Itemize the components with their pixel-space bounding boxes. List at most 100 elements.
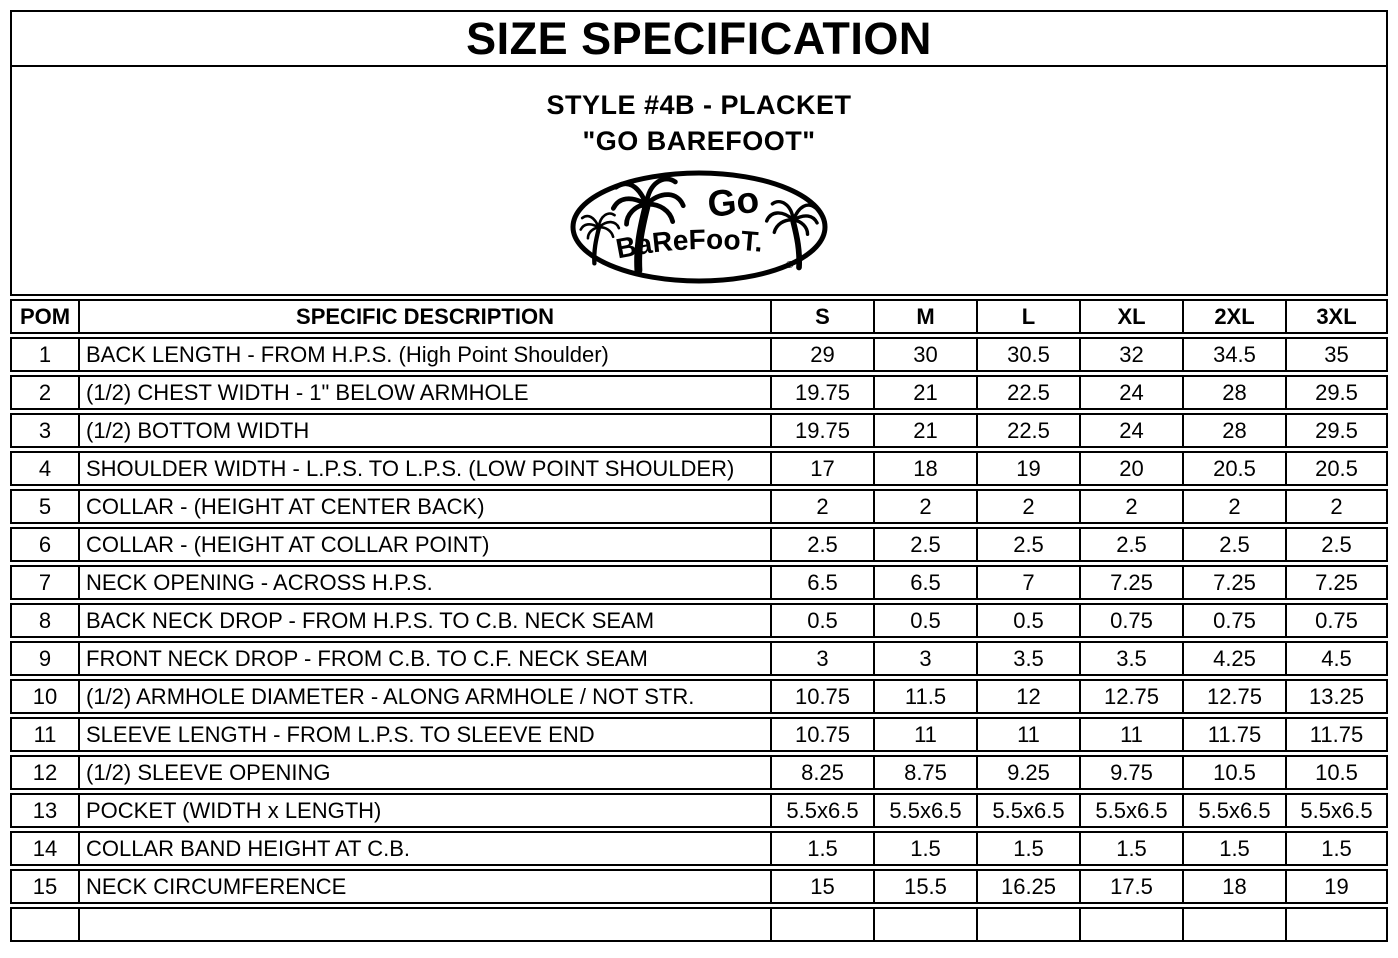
size-value-cell: 2: [1285, 489, 1388, 524]
size-value-cell: 28: [1182, 375, 1285, 410]
size-value-cell: 0.75: [1285, 603, 1388, 638]
size-value-cell: 15: [770, 869, 873, 904]
size-value-cell: 2.5: [873, 527, 976, 562]
table-row: 14 COLLAR BAND HEIGHT AT C.B. 1.5 1.5 1.5 1.5…: [10, 831, 1388, 866]
col-header-size-l: L: [976, 299, 1079, 334]
size-value-cell: 1.5: [873, 831, 976, 866]
size-value-cell: 2.5: [1079, 527, 1182, 562]
size-value-cell: 18: [1182, 869, 1285, 904]
size-value-cell: 1.5: [770, 831, 873, 866]
size-value-cell: 7.25: [1285, 565, 1388, 600]
description-cell: BACK NECK DROP - FROM H.P.S. TO C.B. NEC…: [78, 603, 770, 638]
pom-cell: 5: [10, 489, 78, 524]
size-value-cell: 5.5x6.5: [873, 793, 976, 828]
size-value-cell: 15.5: [873, 869, 976, 904]
size-value-cell: 12.75: [1182, 679, 1285, 714]
size-value-cell: 2.5: [976, 527, 1079, 562]
col-header-size-3xl: 3XL: [1285, 299, 1388, 334]
size-value-cell: 12.75: [1079, 679, 1182, 714]
size-spec-sheet: SIZE SPECIFICATION STYLE #4B - PLACKET "…: [10, 10, 1388, 945]
table-row: 1 BACK LENGTH - FROM H.P.S. (High Point S…: [10, 337, 1388, 372]
size-value-cell: 18: [873, 451, 976, 486]
size-value-cell: 2.5: [1182, 527, 1285, 562]
size-value-cell: 5.5x6.5: [770, 793, 873, 828]
description-cell: SLEEVE LENGTH - FROM L.P.S. TO SLEEVE EN…: [78, 717, 770, 752]
size-value-cell: 10.75: [770, 679, 873, 714]
size-value-cell: [976, 907, 1079, 942]
size-value-cell: [1182, 907, 1285, 942]
description-cell: [78, 907, 770, 942]
table-row: 2 (1/2) CHEST WIDTH - 1" BELOW ARMHOLE 19.…: [10, 375, 1388, 410]
logo-container: Go BaReFooT. ®: [12, 169, 1386, 287]
description-cell: COLLAR BAND HEIGHT AT C.B.: [78, 831, 770, 866]
size-value-cell: 34.5: [1182, 337, 1285, 372]
description-cell: FRONT NECK DROP - FROM C.B. TO C.F. NECK…: [78, 641, 770, 676]
size-value-cell: 2.5: [1285, 527, 1388, 562]
table-row: 12 (1/2) SLEEVE OPENING 8.25 8.75 9.25 9.75 10…: [10, 755, 1388, 790]
size-value-cell: 24: [1079, 413, 1182, 448]
size-value-cell: 3.5: [976, 641, 1079, 676]
table-row: 15 NECK CIRCUMFERENCE 15 15.5 16.25 17.5 18 19: [10, 869, 1388, 904]
size-value-cell: 3.5: [1079, 641, 1182, 676]
size-value-cell: 13.25: [1285, 679, 1388, 714]
page-title: SIZE SPECIFICATION: [466, 12, 932, 64]
size-value-cell: 5.5x6.5: [1079, 793, 1182, 828]
pom-cell: 3: [10, 413, 78, 448]
size-value-cell: 1.5: [976, 831, 1079, 866]
description-cell: (1/2) BOTTOM WIDTH: [78, 413, 770, 448]
description-cell: COLLAR - (HEIGHT AT CENTER BACK): [78, 489, 770, 524]
size-value-cell: 19.75: [770, 375, 873, 410]
table-row: 11 SLEEVE LENGTH - FROM L.P.S. TO SLEEVE …: [10, 717, 1388, 752]
table-body: 1 BACK LENGTH - FROM H.P.S. (High Point S…: [10, 337, 1388, 942]
size-value-cell: [770, 907, 873, 942]
pom-cell: 9: [10, 641, 78, 676]
size-value-cell: 2.5: [770, 527, 873, 562]
pom-cell: 15: [10, 869, 78, 904]
size-value-cell: 22.5: [976, 413, 1079, 448]
size-value-cell: 5.5x6.5: [1285, 793, 1388, 828]
size-value-cell: 10.75: [770, 717, 873, 752]
pom-cell: 8: [10, 603, 78, 638]
table-row: 7 NECK OPENING - ACROSS H.P.S. 6.5 6.5 7 7.25…: [10, 565, 1388, 600]
col-header-size-2xl: 2XL: [1182, 299, 1285, 334]
size-value-cell: 2: [1079, 489, 1182, 524]
size-value-cell: 4.5: [1285, 641, 1388, 676]
size-value-cell: 19: [1285, 869, 1388, 904]
style-number-line: STYLE #4B - PLACKET: [546, 90, 852, 120]
size-value-cell: 9.25: [976, 755, 1079, 790]
size-value-cell: 3: [770, 641, 873, 676]
description-cell: POCKET (WIDTH x LENGTH): [78, 793, 770, 828]
pom-cell: 1: [10, 337, 78, 372]
description-cell: COLLAR - (HEIGHT AT COLLAR POINT): [78, 527, 770, 562]
size-value-cell: 1.5: [1285, 831, 1388, 866]
description-cell: SHOULDER WIDTH - L.P.S. TO L.P.S. (LOW P…: [78, 451, 770, 486]
size-value-cell: 24: [1079, 375, 1182, 410]
title-box: SIZE SPECIFICATION: [10, 10, 1388, 67]
pom-cell: 13: [10, 793, 78, 828]
col-header-size-s: S: [770, 299, 873, 334]
size-value-cell: 6.5: [873, 565, 976, 600]
pom-cell: 4: [10, 451, 78, 486]
size-value-cell: 2: [770, 489, 873, 524]
size-value-cell: 0.75: [1079, 603, 1182, 638]
size-value-cell: 20.5: [1285, 451, 1388, 486]
table-row: 4 SHOULDER WIDTH - L.P.S. TO L.P.S. (LOW …: [10, 451, 1388, 486]
size-value-cell: 2: [873, 489, 976, 524]
table-row: 8 BACK NECK DROP - FROM H.P.S. TO C.B. NE…: [10, 603, 1388, 638]
size-value-cell: 2: [976, 489, 1079, 524]
size-spec-table: POM SPECIFIC DESCRIPTION S M L XL 2XL 3X…: [10, 296, 1388, 945]
size-value-cell: 3: [873, 641, 976, 676]
description-cell: (1/2) CHEST WIDTH - 1" BELOW ARMHOLE: [78, 375, 770, 410]
col-header-pom: POM: [10, 299, 78, 334]
size-value-cell: 0.75: [1182, 603, 1285, 638]
size-value-cell: 0.5: [873, 603, 976, 638]
table-row: 10 (1/2) ARMHOLE DIAMETER - ALONG ARMHOLE…: [10, 679, 1388, 714]
size-value-cell: 1.5: [1079, 831, 1182, 866]
size-value-cell: 20.5: [1182, 451, 1285, 486]
size-value-cell: 1.5: [1182, 831, 1285, 866]
size-value-cell: 8.25: [770, 755, 873, 790]
table-header-row: POM SPECIFIC DESCRIPTION S M L XL 2XL 3X…: [10, 299, 1388, 334]
size-value-cell: 11.75: [1182, 717, 1285, 752]
pom-cell: [10, 907, 78, 942]
description-cell: (1/2) ARMHOLE DIAMETER - ALONG ARMHOLE /…: [78, 679, 770, 714]
